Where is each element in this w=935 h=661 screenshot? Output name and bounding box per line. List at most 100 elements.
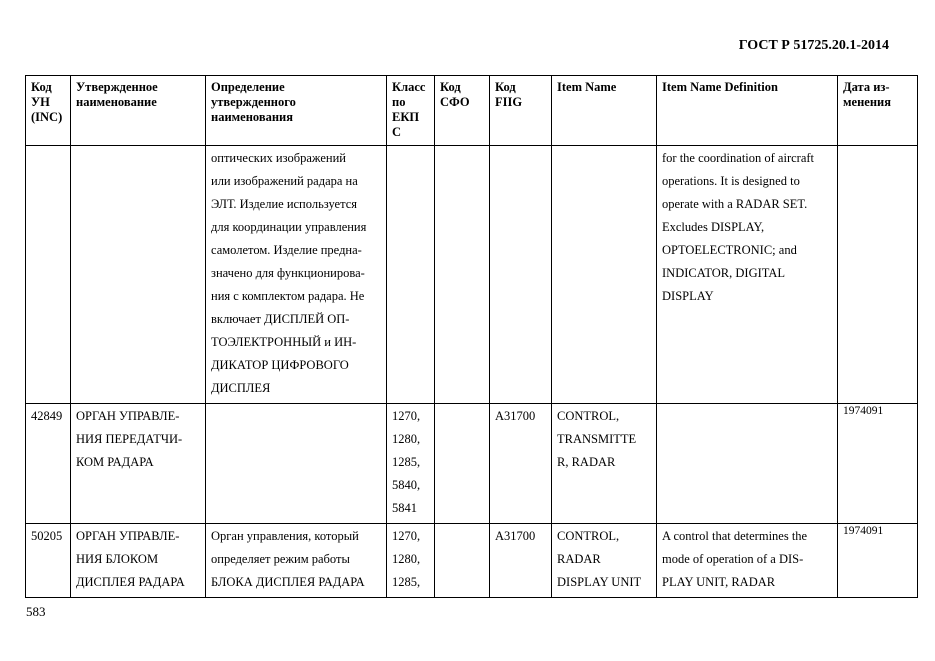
column-header-line: Item Name	[557, 80, 617, 94]
table-cell	[434, 403, 490, 524]
cell-text-line: 1270,	[392, 409, 421, 423]
column-header: Item Name	[551, 75, 657, 146]
cell-text-line: CONTROL,	[557, 409, 620, 423]
table-cell: CONTROL, RADAR DISPLAY UNIT	[551, 523, 657, 598]
cell-text-line: mode of operation of a DIS-	[662, 552, 804, 566]
table-cell: оптических изображений или изображений ра…	[205, 145, 387, 404]
cell-text-line: A31700	[495, 529, 536, 543]
column-header-line: Класс	[392, 80, 426, 94]
table-cell	[551, 145, 657, 404]
column-header-line: наименование	[76, 95, 157, 109]
column-header-line: Определение	[211, 80, 285, 94]
cell-text-line: ДИСПЛЕЯ РАДАРА	[76, 575, 185, 589]
table-cell: A31700	[489, 403, 552, 524]
cell-text-line: 1974091	[843, 405, 884, 417]
column-header-line: Дата из-	[843, 80, 890, 94]
cell-text-line: Орган управления, который	[211, 529, 359, 543]
cell-text-line: A control that determines the	[662, 529, 808, 543]
table-cell: ОРГАН УПРАВЛЕ- НИЯ ПЕРЕДАТЧИ- КОМ РАДАРА	[70, 403, 206, 524]
cell-text-line: ДИКАТОР ЦИФРОВОГО	[211, 358, 349, 372]
column-header-line: FIIG	[495, 95, 523, 109]
table-cell	[205, 403, 387, 524]
table-cell: 42849	[25, 403, 71, 524]
cell-text-line: БЛОКА ДИСПЛЕЯ РАДАРА	[211, 575, 365, 589]
column-header-line: (INC)	[31, 110, 63, 124]
table-cell: 1974091	[837, 403, 918, 524]
column-header: Определение утвержденного наименования	[205, 75, 387, 146]
table-cell	[837, 145, 918, 404]
table-cell	[489, 145, 552, 404]
column-header-line: утвержденного	[211, 95, 296, 109]
table-cell: CONTROL, TRANSMITTE R, RADAR	[551, 403, 657, 524]
table-cell: A31700	[489, 523, 552, 598]
cell-text-line: operate with a RADAR SET.	[662, 197, 808, 211]
table-cell: 1974091	[837, 523, 918, 598]
table-cell: for the coordination of aircraft operatio…	[656, 145, 838, 404]
table-header-row: Код УН (INC) Утвержденное наименование Опреде…	[25, 75, 918, 146]
table-cell	[656, 403, 838, 524]
cell-text-line: for the coordination of aircraft	[662, 151, 815, 165]
cell-text-line: R, RADAR	[557, 455, 616, 469]
cell-text-line: ния с комплектом радара. Не	[211, 289, 365, 303]
cell-text-line: ОРГАН УПРАВЛЕ-	[76, 409, 180, 423]
column-header-line: Код	[495, 80, 516, 94]
cell-text-line: 1270,	[392, 529, 421, 543]
cell-text-line: RADAR	[557, 552, 601, 566]
cell-text-line: оптических изображений	[211, 151, 346, 165]
cell-text-line: включает ДИСПЛЕЙ ОП-	[211, 312, 350, 326]
column-header-line: С	[392, 125, 402, 139]
table-cell	[25, 145, 71, 404]
column-header: Класс по ЕКП С	[386, 75, 435, 146]
cell-text-line: НИЯ БЛОКОМ	[76, 552, 159, 566]
catalog-table: Код УН (INC) Утвержденное наименование Опреде…	[25, 75, 918, 598]
cell-text-line: 1285,	[392, 575, 421, 589]
table-cell: 1270, 1280, 1285,	[386, 523, 435, 598]
cell-text-line: DISPLAY	[662, 289, 714, 303]
column-header-line: СФО	[440, 95, 470, 109]
column-header-line: по	[392, 95, 406, 109]
cell-text-line: 1974091	[843, 525, 884, 537]
cell-text-line: Excludes DISPLAY,	[662, 220, 765, 234]
cell-text-line: TRANSMITTE	[557, 432, 637, 446]
table-cell: Орган управления, который определяет режи…	[205, 523, 387, 598]
cell-text-line: самолетом. Изделие предна-	[211, 243, 362, 257]
column-header-line: Утвержденное	[76, 80, 158, 94]
cell-text-line: значено для функционирова-	[211, 266, 365, 280]
table-cell	[70, 145, 206, 404]
column-header-line: менения	[843, 95, 891, 109]
column-header: Дата из-менения	[837, 75, 918, 146]
cell-text-line: ОРГАН УПРАВЛЕ-	[76, 529, 180, 543]
cell-text-line: operations. It is designed to	[662, 174, 800, 188]
table-cell	[386, 145, 435, 404]
cell-text-line: 5840,	[392, 478, 421, 492]
cell-text-line: для координации управления	[211, 220, 367, 234]
column-header-line: УН	[31, 95, 50, 109]
cell-text-line: ДИСПЛЕЯ	[211, 381, 271, 395]
cell-text-line: 50205	[31, 529, 63, 543]
column-header: Код FIIG	[489, 75, 552, 146]
column-header-line: Код	[440, 80, 461, 94]
document-header: ГОСТ Р 51725.20.1-2014	[738, 38, 889, 53]
table-cell: ОРГАН УПРАВЛЕ- НИЯ БЛОКОМ ДИСПЛЕЯ РАДАРА	[70, 523, 206, 598]
cell-text-line: определяет режим работы	[211, 552, 350, 566]
cell-text-line: ЭЛТ. Изделие используется	[211, 197, 357, 211]
cell-text-line: 1280,	[392, 432, 421, 446]
cell-text-line: ТОЭЛЕКТРОННЫЙ и ИН-	[211, 335, 357, 349]
table-row: 42849 ОРГАН УПРАВЛЕ- НИЯ ПЕРЕДАТЧИ- КОМ РАД…	[25, 403, 918, 524]
column-header-line: ЕКП	[392, 110, 420, 124]
table-cell	[434, 523, 490, 598]
cell-text-line: A31700	[495, 409, 536, 423]
column-header: Код СФО	[434, 75, 490, 146]
cell-text-line: 1280,	[392, 552, 421, 566]
cell-text-line: PLAY UNIT, RADAR	[662, 575, 776, 589]
cell-text-line: CONTROL,	[557, 529, 620, 543]
cell-text-line: 5841	[392, 501, 417, 515]
cell-text-line: OPTOELECTRONIC; and	[662, 243, 797, 257]
column-header: Утвержденное наименование	[70, 75, 206, 146]
table-cell	[434, 145, 490, 404]
cell-text-line: INDICATOR, DIGITAL	[662, 266, 786, 280]
table-row: 50205 ОРГАН УПРАВЛЕ- НИЯ БЛОКОМ ДИСПЛЕЯ РАД…	[25, 523, 918, 598]
column-header-line: Код	[31, 80, 52, 94]
cell-text-line: 42849	[31, 409, 63, 423]
table-row: оптических изображений или изображений ра…	[25, 145, 918, 404]
